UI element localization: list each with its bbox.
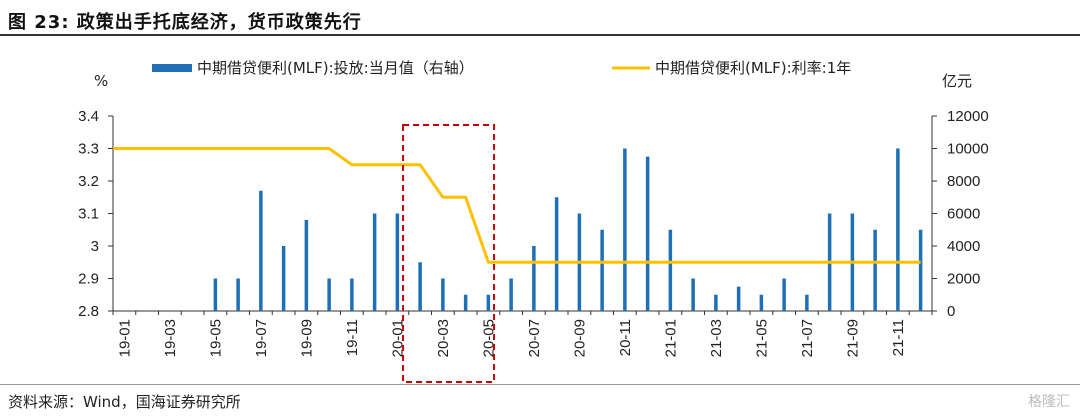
x-tick-label: 19-05 bbox=[207, 319, 224, 357]
mlf-bar bbox=[350, 278, 354, 311]
x-tick-label: 19-01 bbox=[116, 319, 133, 357]
mlf-bar bbox=[372, 213, 377, 311]
mlf-bar bbox=[805, 294, 809, 311]
mlf-chart: 2.8 2.9 3 3.1 3.2 3.3 3.4 0 2000 4000 6000 8000 1000… bbox=[78, 59, 989, 383]
mlf-bar bbox=[645, 156, 650, 311]
right-tick-label: 10000 bbox=[947, 141, 989, 158]
mlf-bar bbox=[327, 278, 331, 311]
x-tick-label: 21-07 bbox=[799, 319, 816, 357]
mlf-bar bbox=[441, 278, 445, 311]
x-tick-label: 20-09 bbox=[571, 319, 588, 357]
x-tick-label: 19-11 bbox=[344, 319, 361, 356]
left-tick-label: 2.9 bbox=[78, 271, 99, 288]
mlf-bar bbox=[418, 262, 422, 311]
right-tick-label: 4000 bbox=[947, 238, 980, 255]
mlf-bar bbox=[532, 246, 536, 311]
mlf-bar bbox=[873, 229, 877, 311]
mlf-bar bbox=[896, 148, 900, 311]
x-tick-label: 20-11 bbox=[617, 319, 634, 356]
mlf-bar bbox=[281, 246, 286, 311]
mlf-bar bbox=[554, 197, 559, 311]
legend-line-label: 中期借贷便利(MLF):利率:1年 bbox=[655, 59, 851, 77]
mlf-bar bbox=[395, 213, 400, 311]
mlf-bar bbox=[759, 294, 764, 311]
left-tick-label: 3.1 bbox=[78, 206, 99, 223]
title-divider bbox=[0, 34, 1080, 36]
mlf-bar bbox=[668, 229, 673, 311]
highlight-dashed-box bbox=[402, 124, 496, 383]
mlf-bar bbox=[463, 294, 468, 311]
mlf-bar bbox=[714, 294, 718, 311]
x-tick-label: 19-09 bbox=[298, 319, 315, 357]
legend-bar-swatch bbox=[152, 64, 192, 72]
left-tick-label: 2.8 bbox=[78, 303, 99, 320]
x-tick-label: 21-09 bbox=[844, 319, 861, 357]
right-tick-label: 2000 bbox=[947, 271, 980, 288]
right-tick-label: 12000 bbox=[947, 108, 989, 125]
x-tick-label: 21-11 bbox=[890, 319, 907, 356]
x-tick-label: 20-03 bbox=[435, 319, 452, 357]
mlf-bar bbox=[691, 278, 695, 311]
source-divider bbox=[0, 384, 1080, 385]
mlf-bar bbox=[213, 278, 218, 311]
right-tick-label: 8000 bbox=[947, 173, 980, 190]
right-tick-label: 6000 bbox=[947, 206, 980, 223]
mlf-bar bbox=[782, 278, 786, 311]
left-tick-label: 3.4 bbox=[78, 108, 99, 125]
right-unit-label: 亿元 bbox=[942, 72, 972, 90]
mlf-bar bbox=[509, 278, 513, 311]
mlf-bar bbox=[623, 148, 627, 311]
mlf-rate-line bbox=[113, 147, 921, 264]
mlf-bar bbox=[600, 229, 604, 311]
mlf-bar bbox=[736, 286, 741, 311]
figure-title: 图 23: 政策出手托底经济，货币政策先行 bbox=[8, 12, 362, 33]
x-tick-label: 21-05 bbox=[753, 319, 770, 357]
left-tick-label: 3.2 bbox=[78, 173, 99, 190]
source-note: 资料来源：Wind，国海证券研究所 bbox=[8, 393, 241, 411]
x-tick-label: 21-03 bbox=[708, 319, 725, 357]
mlf-bar bbox=[486, 294, 491, 311]
watermark-logo: 格隆汇 bbox=[1028, 394, 1070, 410]
left-unit-label: % bbox=[94, 72, 108, 90]
right-tick-label: 0 bbox=[947, 303, 955, 320]
legend-bar-label: 中期借贷便利(MLF):投放:当月值（右轴） bbox=[197, 59, 474, 77]
left-tick-label: 3 bbox=[91, 238, 99, 255]
left-tick-label: 3.3 bbox=[78, 141, 99, 158]
mlf-bar bbox=[236, 278, 240, 311]
x-tick-label: 20-07 bbox=[526, 319, 543, 357]
mlf-bar bbox=[304, 220, 309, 311]
x-tick-label: 19-07 bbox=[253, 319, 270, 357]
x-tick-label: 21-01 bbox=[662, 319, 679, 357]
mlf-bar bbox=[259, 190, 263, 311]
mlf-bar bbox=[918, 229, 923, 311]
x-tick-label: 19-03 bbox=[162, 319, 179, 357]
